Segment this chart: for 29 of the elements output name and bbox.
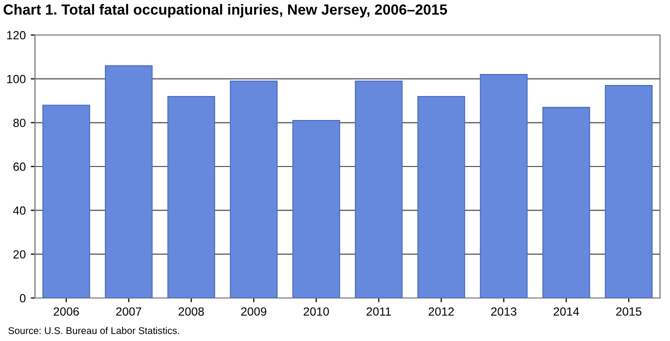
bar	[417, 96, 466, 298]
y-tick-label: 100	[7, 74, 26, 84]
x-tick-label: 2015	[616, 307, 642, 316]
bar	[167, 96, 216, 298]
y-tick-label: 60	[13, 162, 26, 171]
x-tick-label: 2013	[491, 307, 516, 316]
x-tick-label: 2014	[554, 307, 580, 316]
x-tick-label: 2009	[241, 307, 266, 316]
bar	[230, 80, 278, 298]
bar	[480, 74, 528, 298]
bar	[542, 106, 590, 298]
y-tick-label: 0	[20, 294, 26, 302]
chart-title: Chart 1. Total fatal occupational injuries, New Jersey, 2006–2015	[4, 4, 448, 18]
y-tick-label: 40	[13, 206, 26, 215]
y-tick-label: 120	[7, 31, 26, 40]
x-tick-label: 2012	[428, 307, 454, 316]
bar	[604, 84, 653, 298]
source-note: Source: U.S. Bureau of Labor Statistics.	[8, 326, 179, 334]
x-tick-label: 2008	[178, 307, 204, 316]
x-tick-label: 2007	[116, 307, 142, 316]
bar	[104, 65, 153, 298]
y-tick-label: 80	[13, 118, 26, 128]
y-tick-label: 20	[13, 250, 26, 259]
bar	[42, 104, 90, 298]
bar	[354, 80, 403, 298]
bar	[292, 120, 340, 298]
x-tick-label: 2011	[366, 307, 391, 316]
x-tick-label: 2006	[54, 307, 79, 316]
x-tick-label: 2010	[304, 307, 329, 316]
